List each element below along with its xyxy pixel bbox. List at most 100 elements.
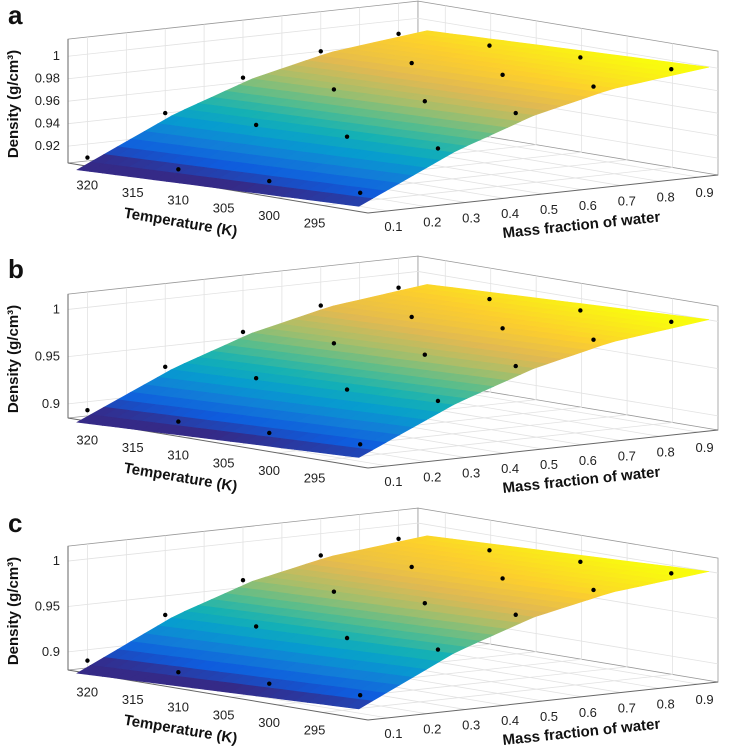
mass-fraction-tick-label: 0.1 xyxy=(384,219,402,234)
data-point xyxy=(513,110,518,116)
mass-fraction-tick-label: 0.9 xyxy=(696,440,714,455)
mass-fraction-tick-label: 0.8 xyxy=(657,696,675,711)
data-point xyxy=(409,314,414,320)
data-point xyxy=(500,326,505,331)
temperature-tick-label: 295 xyxy=(304,215,326,230)
data-point xyxy=(591,587,596,593)
mass-fraction-tick-label: 0.1 xyxy=(384,474,402,489)
data-point xyxy=(578,55,583,60)
z-tick-label: 1 xyxy=(53,48,60,63)
z-tick-label: 0.95 xyxy=(35,349,60,364)
data-point xyxy=(331,87,337,92)
surface-patch xyxy=(345,196,374,207)
data-point xyxy=(396,285,401,290)
mass-fraction-tick-label: 0.3 xyxy=(462,465,480,480)
data-point xyxy=(344,134,350,139)
data-point xyxy=(318,553,323,558)
data-point xyxy=(422,352,428,357)
data-point xyxy=(331,341,337,346)
mass-fraction-tick-label: 0.3 xyxy=(462,717,480,732)
density-axis-label: Density (g/cm³) xyxy=(5,557,22,665)
surface-patch xyxy=(345,448,374,458)
data-point xyxy=(163,612,168,618)
mass-fraction-tick-label: 0.6 xyxy=(579,705,597,720)
z-tick-label: 1 xyxy=(53,553,60,568)
data-point xyxy=(513,612,518,617)
mass-fraction-tick-label: 0.5 xyxy=(540,709,558,724)
data-point xyxy=(267,430,272,436)
data-point xyxy=(669,66,674,72)
data-point xyxy=(176,167,181,172)
temperature-tick-label: 315 xyxy=(122,185,144,200)
data-point xyxy=(422,99,428,104)
z-tick-label: 0.98 xyxy=(35,71,60,86)
data-point xyxy=(240,329,246,335)
temperature-tick-label: 315 xyxy=(122,440,144,455)
data-point xyxy=(176,669,181,675)
mass-fraction-tick-label: 0.7 xyxy=(618,194,636,209)
data-point xyxy=(422,601,428,606)
z-tick-label: 0.92 xyxy=(35,138,60,153)
data-point xyxy=(163,364,168,370)
gridline-z xyxy=(417,522,719,574)
data-point xyxy=(344,387,350,392)
data-point xyxy=(240,75,246,80)
mass-fraction-tick-label: 0.7 xyxy=(618,701,636,716)
temperature-tick-label: 295 xyxy=(304,722,326,737)
panel-label: c xyxy=(8,508,22,538)
temperature-tick-label: 305 xyxy=(213,455,235,470)
data-point xyxy=(240,578,246,583)
mass-fraction-tick-label: 0.3 xyxy=(462,210,480,225)
data-point xyxy=(396,31,401,37)
data-point xyxy=(357,190,363,196)
z-tick-label: 0.95 xyxy=(35,598,60,613)
mass-fraction-tick-label: 0.9 xyxy=(696,692,714,707)
data-point xyxy=(435,146,441,151)
mass-fraction-tick-label: 0.8 xyxy=(657,189,675,204)
data-point xyxy=(435,398,441,404)
z-tick-label: 0.94 xyxy=(35,116,60,131)
density-axis-label: Density (g/cm³) xyxy=(5,50,22,158)
data-point xyxy=(267,681,272,686)
data-point xyxy=(176,419,181,424)
data-point xyxy=(487,548,492,553)
mass-fraction-tick-label: 0.4 xyxy=(501,461,519,476)
z-tick-label: 0.9 xyxy=(42,644,60,659)
data-point xyxy=(487,296,492,302)
temperature-tick-label: 315 xyxy=(122,692,144,707)
mass-fraction-tick-label: 0.4 xyxy=(501,713,519,728)
z-tick-label: 0.96 xyxy=(35,93,60,108)
gridline-z xyxy=(417,271,719,322)
data-point xyxy=(500,72,505,78)
data-point xyxy=(669,319,674,325)
gridline-z xyxy=(417,17,719,69)
data-point xyxy=(318,49,323,54)
data-point xyxy=(435,647,441,652)
data-point xyxy=(253,376,259,381)
data-point xyxy=(409,60,414,66)
data-point xyxy=(253,624,259,629)
data-point xyxy=(85,408,90,413)
density-axis-label: Density (g/cm³) xyxy=(5,305,22,413)
temperature-tick-label: 320 xyxy=(76,178,98,193)
data-point xyxy=(253,122,259,128)
panel-b: 0.9 0.95 1 320 315 310 305 300 295 0.1 0.2 0.3 0.4 0.… xyxy=(5,254,719,497)
data-point xyxy=(591,84,596,89)
data-point xyxy=(669,571,674,576)
temperature-tick-label: 295 xyxy=(304,470,326,485)
data-point xyxy=(85,155,90,160)
data-point xyxy=(357,692,363,698)
mass-fraction-axis xyxy=(367,681,719,721)
mass-fraction-tick-label: 0.2 xyxy=(423,722,441,737)
mass-fraction-tick-label: 0.9 xyxy=(696,185,714,200)
mass-fraction-axis-label: Mass fraction of water xyxy=(502,716,661,749)
temperature-tick-label: 300 xyxy=(258,208,280,223)
temperature-tick-label: 320 xyxy=(76,685,98,700)
temperature-tick-label: 300 xyxy=(258,715,280,730)
surface-patch xyxy=(345,699,374,710)
data-point xyxy=(357,442,363,447)
data-point xyxy=(578,308,583,313)
z-tick-label: 1 xyxy=(53,301,60,316)
mass-fraction-tick-label: 0.6 xyxy=(579,198,597,213)
